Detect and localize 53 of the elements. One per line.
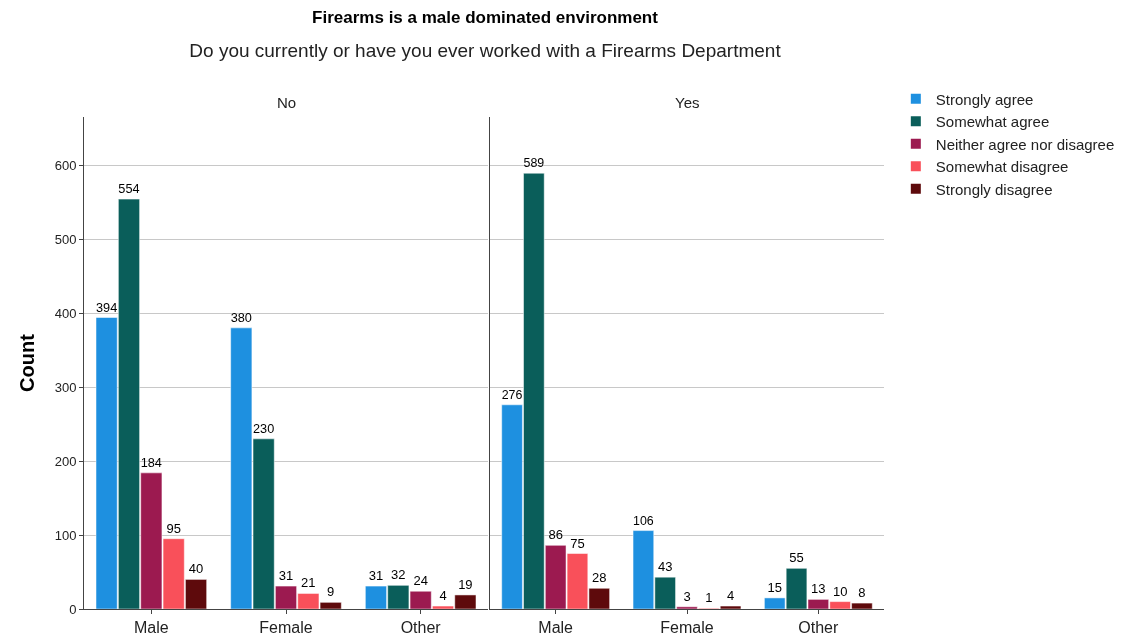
data-label: 276: [501, 387, 523, 402]
y-tick-label: 300: [54, 379, 77, 395]
data-label: 31: [368, 568, 384, 584]
data-label: 184: [140, 454, 162, 470]
x-tick-label: Female: [259, 619, 313, 637]
data-label: 8: [858, 585, 866, 601]
y-axis-title: Count: [16, 333, 39, 392]
legend-label: Strongly agree: [935, 90, 1034, 108]
chart-subtitle: Do you currently or have you ever worked with a Firearms Department: [188, 40, 782, 62]
data-label: 75: [570, 535, 585, 551]
x-tick-label: Female: [660, 619, 714, 637]
chart-title: Firearms is a male dominated environment: [311, 8, 659, 28]
data-label: 4: [726, 588, 735, 604]
x-tick-label: Male: [133, 619, 169, 637]
x-tick-label: Other: [798, 619, 840, 637]
data-label: 589: [523, 156, 545, 171]
data-label: 13: [811, 581, 826, 597]
legend-label: Somewhat agree: [935, 113, 1050, 131]
data-label: 1: [705, 590, 713, 606]
y-tick-label: 200: [54, 453, 77, 469]
x-tick-label: Other: [400, 619, 442, 637]
data-label: 31: [278, 568, 294, 584]
legend-label: Somewhat disagree: [935, 158, 1069, 176]
data-label: 380: [230, 309, 252, 325]
text: No: [277, 94, 297, 111]
data-label: 40: [188, 561, 204, 577]
y-tick-label: 0: [69, 601, 77, 617]
data-label: 21: [301, 575, 316, 591]
data-label: 55: [789, 550, 804, 566]
x-tick-label: Male: [538, 619, 574, 637]
data-label: 19: [458, 576, 473, 592]
legend-label: Neither agree nor disagree: [935, 135, 1115, 153]
data-label: 95: [166, 520, 181, 536]
data-label: 554: [118, 181, 140, 197]
data-label: 15: [767, 579, 782, 595]
data-label: 86: [548, 527, 563, 543]
data-label: 230: [253, 420, 275, 436]
y-tick-label: 500: [54, 231, 77, 247]
data-label: 28: [592, 570, 607, 586]
y-tick-label: 100: [54, 527, 77, 543]
legend-label: Strongly disagree: [935, 180, 1053, 198]
data-label: 9: [327, 584, 335, 600]
data-label: 10: [832, 583, 848, 599]
data-label: 4: [439, 588, 447, 604]
data-label: 32: [391, 567, 406, 583]
data-label: 3: [683, 588, 691, 604]
text: Yes: [675, 94, 700, 111]
data-label: 106: [633, 513, 654, 528]
data-label: 43: [657, 559, 673, 575]
data-label: 394: [96, 299, 118, 315]
data-label: 24: [413, 573, 428, 589]
y-tick-label: 400: [54, 305, 77, 321]
y-tick-label: 600: [54, 157, 77, 173]
